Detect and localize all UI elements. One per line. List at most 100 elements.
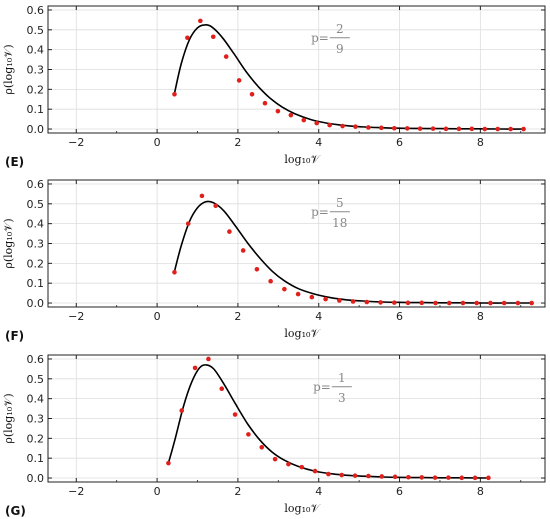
y-tick-label: 0.2 — [27, 432, 45, 445]
x-tick-label: 8 — [477, 310, 484, 323]
y-tick-label: 0.1 — [27, 452, 45, 465]
data-point — [166, 460, 171, 466]
x-tick-label: 2 — [234, 485, 241, 498]
y-tick-label: 0.3 — [27, 413, 45, 426]
p-annotation: p= 2 9 — [311, 22, 350, 56]
data-point — [446, 300, 452, 306]
data-point — [227, 229, 232, 234]
data-point — [314, 120, 320, 126]
data-point — [391, 300, 397, 305]
data-point — [433, 300, 438, 306]
data-point — [405, 300, 411, 306]
y-tick-label: 0.1 — [27, 277, 45, 290]
x-tick-label: −2 — [68, 310, 84, 323]
p-annotation: p= 1 3 — [313, 371, 352, 405]
x-tick-label: 4 — [315, 485, 322, 498]
p-annotation-prefix: p= — [311, 205, 329, 219]
data-point — [192, 365, 198, 371]
data-point — [495, 126, 501, 132]
data-point — [378, 300, 383, 305]
y-tick-label: 0.3 — [27, 238, 45, 251]
y-tick-label: 0.5 — [27, 373, 45, 386]
fit-curve — [173, 24, 524, 130]
x-axis-label: log₁₀𝒱 — [284, 327, 321, 340]
y-tick-label: 0.6 — [27, 4, 45, 17]
data-point — [430, 126, 436, 131]
data-point — [288, 112, 294, 118]
y-tick-label: 0.5 — [27, 24, 45, 37]
data-point — [337, 298, 342, 303]
data-point — [340, 123, 345, 129]
data-point — [446, 475, 451, 480]
x-tick-label: 6 — [396, 310, 403, 323]
x-tick-label: 6 — [396, 136, 403, 149]
data-point — [179, 408, 185, 413]
y-tick-label: 0.6 — [27, 353, 45, 366]
p-annotation-prefix: p= — [311, 31, 329, 45]
x-tick-label: 2 — [234, 310, 241, 323]
data-point — [206, 356, 211, 362]
y-tick-label: 0.4 — [27, 44, 45, 57]
data-point — [254, 266, 260, 272]
data-point — [419, 300, 425, 306]
data-point — [366, 473, 371, 479]
data-point — [353, 124, 358, 129]
data-point — [199, 193, 205, 199]
data-point — [521, 126, 526, 132]
data-point — [327, 122, 332, 128]
data-point — [275, 108, 281, 114]
p-annotation-prefix: p= — [313, 380, 331, 394]
x-axis-label: log₁₀𝒱 — [284, 153, 321, 166]
x-tick-label: 8 — [477, 136, 484, 149]
y-tick-label: 0.0 — [27, 123, 45, 136]
y-tick-label: 0.4 — [27, 218, 45, 231]
data-point — [312, 468, 318, 474]
data-point — [443, 126, 449, 132]
data-point — [529, 300, 534, 306]
p-annotation-numerator: 2 — [336, 22, 344, 36]
data-point — [459, 475, 465, 481]
x-tick-label: 0 — [154, 136, 161, 149]
data-point — [486, 475, 491, 481]
chart-panel-2: −2 0 2 4 6 8 0.0 0.1 0.2 0.3 0.4 0.5 0.6 log₁₀𝒱 ρ(log₁… — [2, 178, 546, 343]
y-tick-label: 0.2 — [27, 257, 45, 270]
data-point — [286, 461, 291, 467]
x-tick-label: 8 — [477, 485, 484, 498]
x-tick-label: 4 — [315, 136, 322, 149]
x-tick-label: −2 — [68, 136, 84, 149]
chart-panel-1: −2 0 2 4 6 8 0.0 0.1 0.2 0.3 0.4 0.5 0.6 log₁₀𝒱 ρ(log₁… — [2, 4, 546, 169]
panel-label: (F) — [5, 329, 24, 343]
data-point — [172, 92, 177, 97]
data-point — [350, 299, 356, 304]
data-point — [391, 125, 397, 131]
y-tick-label: 0.2 — [27, 83, 45, 96]
data-point — [246, 432, 251, 437]
panel-label: (E) — [5, 155, 24, 169]
data-point — [219, 386, 225, 392]
data-point — [406, 474, 411, 480]
data-point — [240, 248, 246, 253]
y-tick-label: 0.4 — [27, 393, 45, 406]
fit-curve — [173, 200, 532, 304]
data-point — [474, 300, 480, 306]
y-tick-label: 0.3 — [27, 64, 45, 77]
p-annotation-denominator: 18 — [332, 216, 347, 230]
y-axis-label: ρ(log₁₀𝒱) — [2, 393, 15, 443]
chart-panel-3: −2 0 2 4 6 8 0.0 0.1 0.2 0.3 0.4 0.5 0.6 log₁₀𝒱 ρ(log₁… — [2, 353, 546, 518]
data-point — [301, 117, 307, 123]
x-tick-label: 4 — [315, 310, 322, 323]
data-point — [282, 286, 287, 292]
data-point — [364, 299, 370, 305]
data-point — [309, 294, 315, 300]
data-point — [172, 269, 177, 275]
data-point — [339, 472, 345, 478]
data-point — [379, 474, 385, 479]
data-point — [469, 126, 475, 132]
x-tick-label: −2 — [68, 485, 84, 498]
x-tick-label: 2 — [234, 136, 241, 149]
x-tick-label: 0 — [154, 485, 161, 498]
data-point — [404, 126, 410, 131]
data-point — [210, 34, 216, 40]
data-point — [432, 475, 438, 480]
